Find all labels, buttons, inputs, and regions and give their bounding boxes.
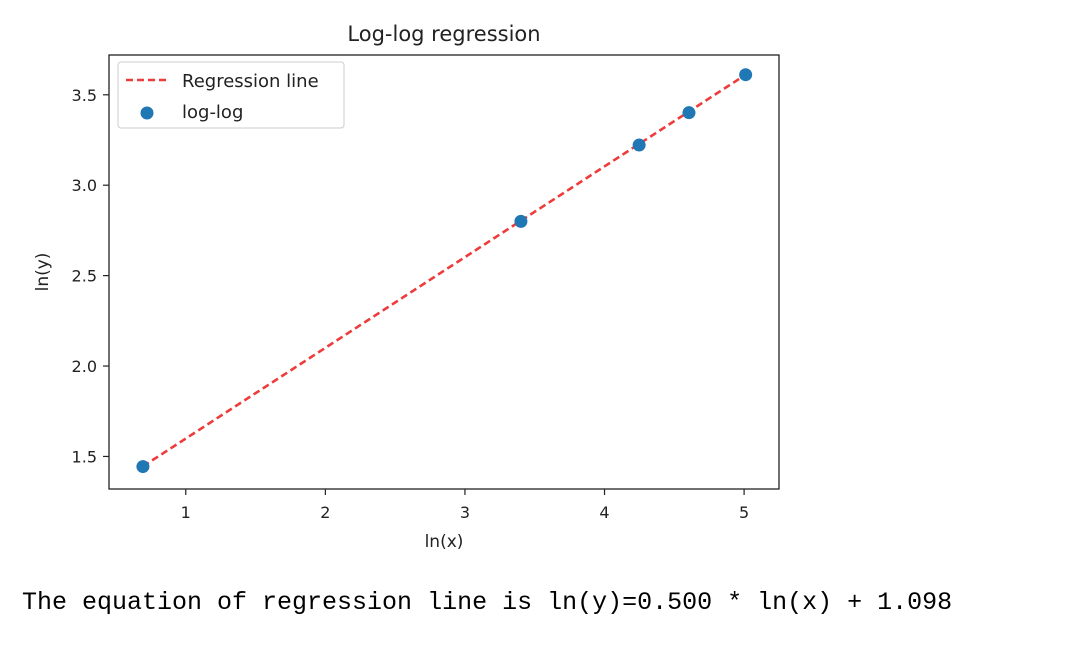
x-tick-label: 2 [320,503,330,522]
series-layer [136,68,753,474]
log-log-point [136,460,150,474]
log-log-point [682,106,696,120]
x-axis-ticks: 1 2 3 4 5 [181,489,749,522]
x-tick-label: 1 [181,503,191,522]
regression-line [142,73,747,468]
legend-log-log-label: log-log [182,102,243,123]
legend-regression-line-label: Regression line [182,71,319,92]
y-tick-label: 3.5 [72,86,97,105]
log-log-point [632,138,646,152]
y-tick-label: 1.5 [72,447,97,466]
log-log-chart: Log-log regression 1 2 3 4 5 1.5 2.0 2.5 3.0 3.5… [33,22,780,552]
x-tick-label: 5 [739,503,749,522]
x-tick-label: 3 [460,503,470,522]
y-axis-ticks: 1.5 2.0 2.5 3.0 3.5 [72,86,109,466]
chart-title: Log-log regression [347,22,540,46]
legend: Regression line log-log [117,61,345,129]
legend-log-log-marker [140,106,154,120]
y-tick-label: 3.0 [72,176,97,195]
legend-box [117,61,345,129]
y-tick-label: 2.5 [72,267,97,286]
log-log-point [739,68,753,82]
equation-output: The equation of regression line is ln(y)… [22,588,953,617]
y-tick-label: 2.0 [72,357,97,376]
x-axis-label: ln(x) [425,532,464,552]
log-log-point [514,214,528,228]
x-tick-label: 4 [599,503,609,522]
y-axis-label: ln(y) [33,253,53,292]
